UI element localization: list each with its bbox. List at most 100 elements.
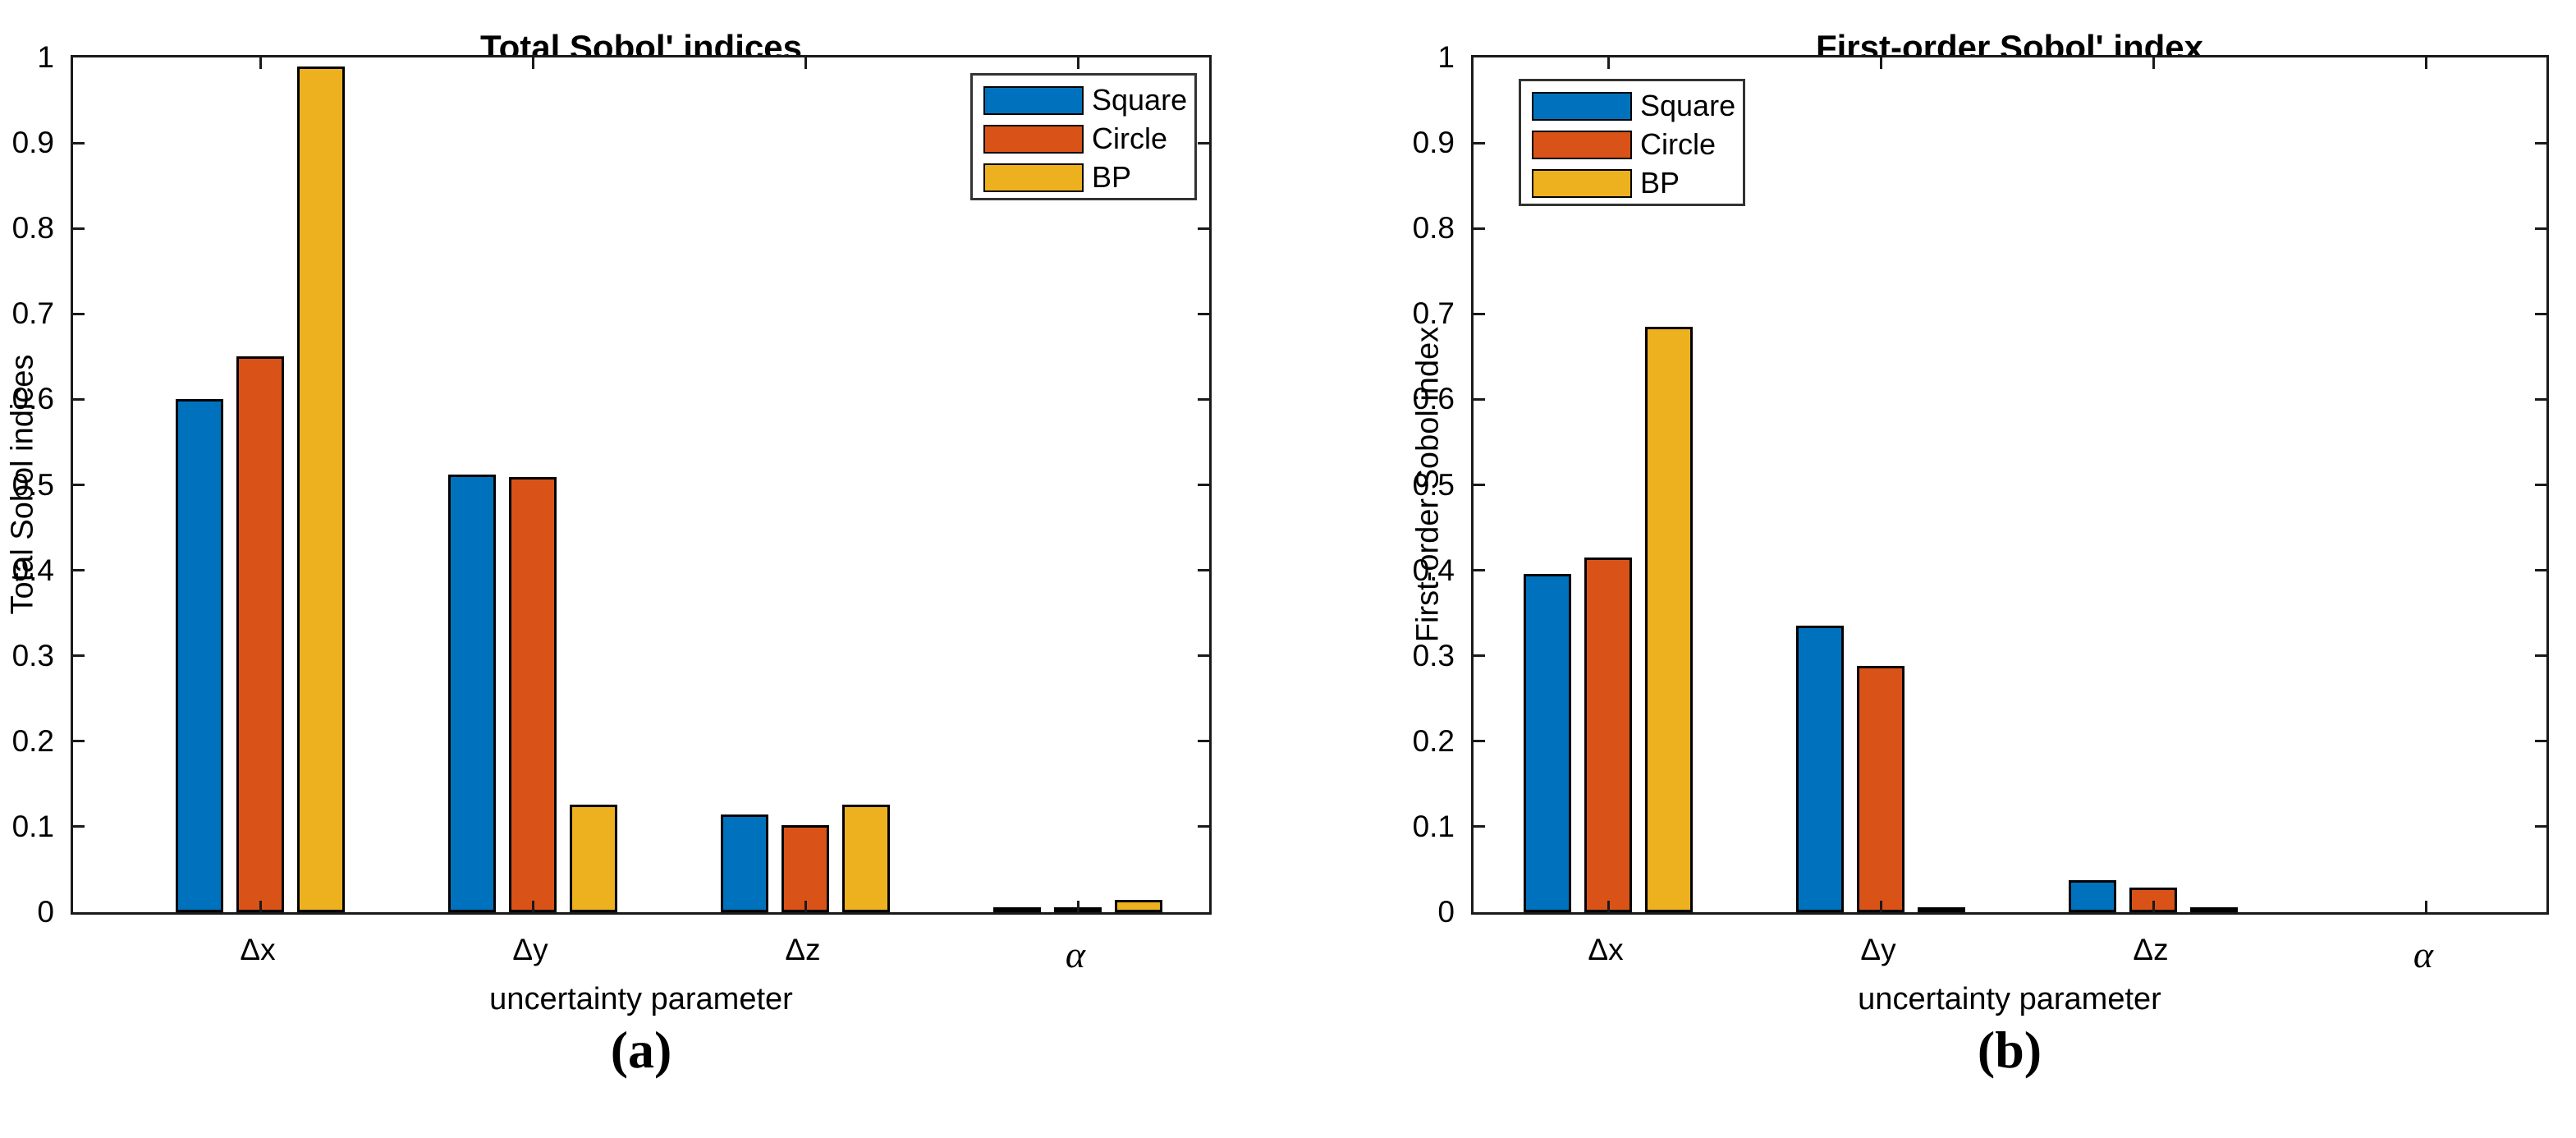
- bar-bp-dy: [570, 805, 617, 912]
- y-tick-mark: [1198, 569, 1209, 572]
- bar-bp-dz: [842, 805, 890, 912]
- y-tick-label: 0.7: [11, 296, 54, 331]
- bar-bp-dz: [2190, 907, 2238, 912]
- y-tick-label: 1: [37, 40, 54, 74]
- y-tick-mark: [1198, 740, 1209, 743]
- legend-swatch-bp: [983, 163, 1084, 192]
- y-tick-label: 1: [1437, 40, 1455, 74]
- y-tick-mark: [1474, 654, 1485, 658]
- x-tick-label: Δy: [512, 933, 548, 966]
- bar-bp-alpha: [1115, 900, 1162, 912]
- x-tick-label: Δy: [1860, 933, 1896, 966]
- bar-circle-dx: [1584, 558, 1632, 912]
- y-tick-mark: [1198, 141, 1209, 145]
- x-tick-label: Δx: [240, 933, 276, 966]
- y-tick-mark: [73, 654, 85, 658]
- y-tick-mark: [1474, 569, 1485, 572]
- y-tick-label: 0.8: [11, 211, 54, 245]
- y-tick-label: 0.2: [11, 723, 54, 758]
- y-tick-mark: [1474, 397, 1485, 401]
- y-tick-mark: [73, 227, 85, 230]
- x-tick-mark: [2152, 57, 2155, 69]
- y-tick-mark: [1474, 312, 1485, 315]
- y-tick-label: 0.6: [11, 382, 54, 416]
- x-tick-mark: [2424, 901, 2427, 912]
- y-tick-label: 0.5: [1412, 467, 1455, 502]
- plot-area: Square Circle BP: [1471, 55, 2549, 915]
- bar-square-alpha: [993, 907, 1041, 912]
- y-tick-mark: [2535, 569, 2546, 572]
- bar-square-dx: [1524, 574, 1571, 912]
- y-tick-label: 0.8: [1412, 211, 1455, 245]
- y-tick-mark: [1474, 825, 1485, 828]
- x-tick-mark: [804, 57, 807, 69]
- y-tick-mark: [2535, 312, 2546, 315]
- y-tick-label: 0.3: [1412, 638, 1455, 672]
- y-tick-mark: [1198, 312, 1209, 315]
- x-tick-mark: [1076, 57, 1079, 69]
- bar-bp-dx: [1645, 327, 1693, 912]
- bar-circle-dy: [1857, 666, 1904, 912]
- y-tick-mark: [2535, 227, 2546, 230]
- legend-label-circle: Circle: [1092, 122, 1168, 155]
- x-tick-mark: [531, 901, 534, 912]
- x-tick-label: Δz: [785, 933, 821, 966]
- x-axis-label: uncertainty parameter: [1858, 982, 2161, 1016]
- x-tick-mark: [2152, 901, 2155, 912]
- y-tick-label: 0.2: [1412, 723, 1455, 758]
- x-tick-mark: [804, 901, 807, 912]
- legend-label-square: Square: [1640, 89, 1736, 122]
- x-tick-mark: [259, 57, 262, 69]
- y-tick-mark: [1474, 227, 1485, 230]
- y-tick-mark: [2535, 484, 2546, 486]
- y-tick-label: 0.4: [11, 553, 54, 587]
- y-tick-label: 0.6: [1412, 382, 1455, 416]
- bar-bp-dy: [1918, 907, 1965, 912]
- y-tick-mark: [73, 397, 85, 401]
- subfigure-caption-b: (b): [1977, 1021, 2042, 1079]
- y-tick-mark: [73, 312, 85, 315]
- x-tick-mark: [1607, 57, 1610, 69]
- y-tick-label: 0.3: [11, 638, 54, 672]
- y-tick-mark: [2535, 397, 2546, 401]
- legend-swatch-square: [983, 86, 1084, 115]
- y-tick-mark: [1198, 397, 1209, 401]
- x-tick-mark: [1879, 57, 1882, 69]
- x-tick-mark: [531, 57, 534, 69]
- legend-label-bp: BP: [1092, 160, 1132, 194]
- legend-label-square: Square: [1092, 83, 1188, 117]
- bar-square-dz: [721, 814, 768, 912]
- y-tick-mark: [1198, 484, 1209, 486]
- x-tick-mark: [2424, 57, 2427, 69]
- y-tick-mark: [1474, 740, 1485, 743]
- x-tick-mark: [1607, 901, 1610, 912]
- x-tick-label: α: [1065, 934, 1086, 975]
- x-tick-label: Δx: [1588, 933, 1624, 966]
- x-tick-mark: [1076, 901, 1079, 912]
- y-tick-label: 0.1: [1412, 809, 1455, 843]
- x-axis-label: uncertainty parameter: [489, 982, 793, 1016]
- bar-circle-dy: [509, 477, 557, 912]
- y-tick-mark: [1198, 227, 1209, 230]
- y-tick-label: 0.9: [11, 126, 54, 160]
- y-tick-mark: [1198, 654, 1209, 658]
- legend-swatch-bp: [1532, 169, 1632, 198]
- y-tick-mark: [2535, 141, 2546, 145]
- y-tick-mark: [73, 141, 85, 145]
- legend-label-circle: Circle: [1640, 127, 1717, 161]
- bar-square-dy: [1796, 626, 1844, 912]
- bar-circle-dx: [236, 356, 284, 912]
- bar-square-dz: [2069, 880, 2116, 912]
- y-tick-mark: [2535, 825, 2546, 828]
- x-tick-mark: [1879, 901, 1882, 912]
- y-tick-label: 0: [37, 895, 54, 929]
- legend: Square Circle BP: [1519, 79, 1745, 206]
- bar-square-dy: [448, 475, 496, 912]
- y-tick-label: 0.7: [1412, 296, 1455, 331]
- plot-area: Square Circle BP: [71, 55, 1212, 915]
- y-tick-mark: [73, 740, 85, 743]
- bar-circle-dz: [782, 825, 829, 912]
- y-tick-label: 0.5: [11, 467, 54, 502]
- y-tick-mark: [73, 569, 85, 572]
